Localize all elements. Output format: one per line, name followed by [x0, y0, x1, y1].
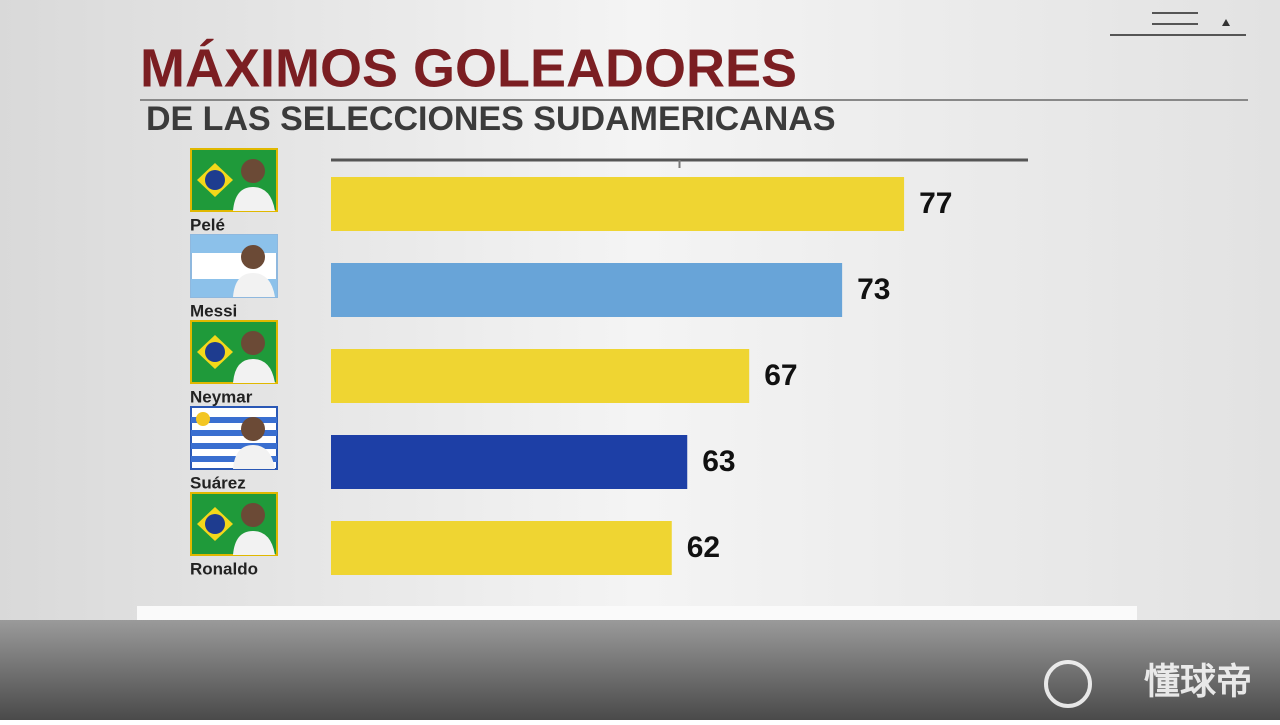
watermark: 懂球帝 [1144, 661, 1252, 702]
flag-stripe [191, 443, 277, 449]
flag-stripe [191, 417, 277, 423]
player-body [233, 531, 275, 555]
player-head [241, 331, 265, 355]
category-label: Suárez [190, 473, 246, 492]
flag-stripe [191, 430, 277, 436]
player-head [241, 503, 265, 527]
flag-sun [196, 412, 210, 426]
flag-stripe [191, 456, 277, 462]
value-label: 67 [764, 359, 797, 392]
value-label: 77 [919, 187, 952, 220]
bar [331, 349, 750, 403]
player-head [241, 245, 265, 269]
player-body [233, 187, 275, 211]
category-label: Ronaldo [190, 559, 258, 578]
menu-icon [1110, 12, 1246, 36]
player-head [241, 417, 265, 441]
category-label: Pelé [190, 215, 225, 234]
flag-globe [205, 342, 225, 362]
player-photo [190, 234, 278, 298]
bar [331, 435, 688, 489]
category-label: Messi [190, 301, 237, 320]
chart-subtitle: DE LAS SELECCIONES SUDAMERICANAS [146, 100, 836, 138]
bar [331, 263, 843, 317]
player-body [233, 273, 275, 297]
value-label: 63 [702, 445, 735, 478]
player-body [233, 445, 275, 469]
flag-globe [205, 514, 225, 534]
player-photo [190, 492, 278, 556]
shelf [137, 606, 1137, 620]
flag-stripe [191, 235, 277, 253]
bar [331, 177, 905, 231]
player-body [233, 359, 275, 383]
category-label: Neymar [190, 387, 253, 406]
watermark-logo [1044, 660, 1092, 708]
player-head [241, 159, 265, 183]
bar [331, 521, 672, 575]
player-photo [190, 148, 278, 212]
value-label: 62 [687, 531, 720, 564]
chart-title: MÁXIMOS GOLEADORES [140, 38, 797, 98]
player-photo [190, 406, 278, 470]
value-label: 73 [857, 273, 890, 306]
player-photo [190, 320, 278, 384]
floor [0, 620, 1280, 720]
flag-globe [205, 170, 225, 190]
